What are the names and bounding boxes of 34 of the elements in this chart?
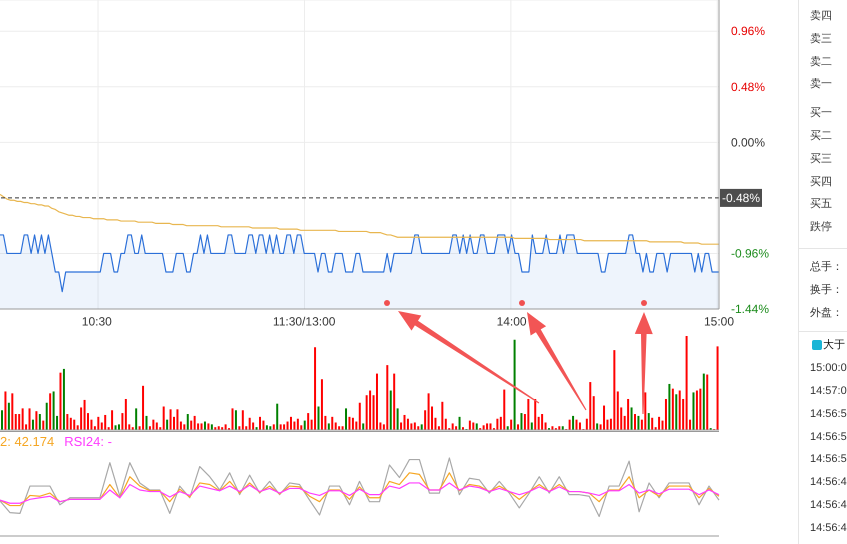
text: 买二 <box>810 129 832 144</box>
text: RSI24: - <box>64 434 112 449</box>
text: 14:57:0 <box>810 384 847 399</box>
text: 总手： <box>810 260 843 275</box>
text: 卖三 <box>810 32 832 47</box>
text: 卖一 <box>810 77 832 92</box>
x-tick-label: 10:30 <box>82 314 112 329</box>
x-tick-label: 11:30/13:00 <box>272 314 336 329</box>
text: 换手： <box>810 282 843 298</box>
y-tick-label: -0.96% <box>731 246 770 260</box>
x-tick-label: 14:00 <box>496 314 527 329</box>
y-tick-label: -1.44% <box>731 302 770 316</box>
text: 2: 42.174 <box>0 434 54 449</box>
y-tick-label: 0.96% <box>731 24 766 38</box>
text: 14:56:4 <box>810 475 847 490</box>
text: 跌停 <box>810 220 832 236</box>
text: 卖四 <box>810 9 832 24</box>
y-tick-label: 0.00% <box>731 135 766 150</box>
text: 大于 <box>823 338 845 354</box>
text: 买一 <box>810 106 832 122</box>
text: 15:00:0 <box>810 361 847 376</box>
text: 14:56:4 <box>810 520 847 536</box>
text: 14:56:4 <box>810 498 847 513</box>
y-tick-label: 0.48% <box>731 80 766 94</box>
text: 14:56:5 <box>810 406 847 422</box>
text: 14:56:5 <box>810 430 847 445</box>
ref-line-label: -0.48% <box>722 190 760 205</box>
text: 买四 <box>810 174 832 190</box>
text: 卖二 <box>810 54 832 70</box>
text: 买五 <box>810 197 832 212</box>
text: 14:56:5 <box>810 452 847 468</box>
x-tick-label: 15:00 <box>704 314 734 329</box>
text: 买三 <box>810 152 832 167</box>
text: 外盘： <box>810 306 843 321</box>
